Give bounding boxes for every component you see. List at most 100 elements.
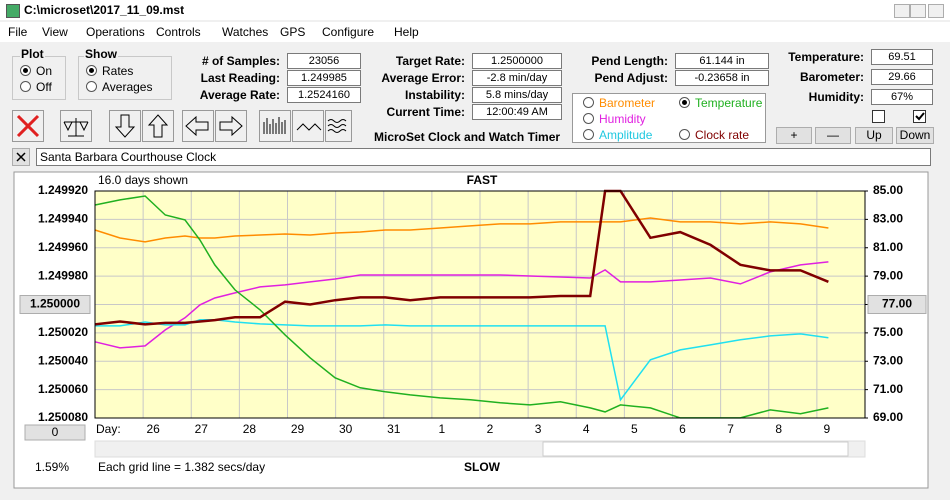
menu-item[interactable]: Controls — [156, 25, 201, 39]
y-tick-button[interactable] — [19, 295, 91, 314]
bars-button[interactable] — [259, 110, 291, 142]
annotation: 16.0 days shown — [98, 173, 188, 187]
menu-item[interactable]: Operations — [86, 25, 145, 39]
radio-label: Barometer — [599, 96, 656, 110]
menu-item[interactable]: Configure — [322, 25, 375, 39]
toolbar — [12, 110, 352, 142]
y2-tick-label: 85.00 — [873, 183, 903, 197]
clear-button[interactable] — [12, 148, 30, 166]
y-tick-label: 1.250080 — [38, 410, 88, 424]
menu-bar: File View Operations Controls Watches GPS Conf… — [0, 22, 950, 42]
radio[interactable]: Barometer — [583, 96, 655, 110]
radio-label: Clock rate — [695, 128, 750, 142]
checkbox[interactable] — [872, 110, 885, 123]
note: Each grid line = 1.382 secs/day — [98, 460, 265, 474]
menu-item[interactable]: File — [8, 25, 28, 39]
x-tick-label: 4 — [583, 422, 590, 436]
radio[interactable]: Off — [20, 80, 52, 94]
field-label: Humidity: — [808, 90, 864, 104]
field-label: Pend Length: — [591, 54, 668, 68]
checkbox[interactable] — [913, 110, 926, 123]
radio[interactable]: Rates — [86, 64, 133, 78]
delete-button[interactable] — [12, 110, 44, 142]
y-tick-label: 1.249940 — [38, 212, 88, 226]
x-tick-label: 27 — [195, 422, 209, 436]
series-line — [94, 261, 829, 349]
minimize[interactable] — [894, 4, 910, 18]
field-label: Target Rate: — [395, 54, 465, 68]
x-tick-label: 26 — [146, 422, 160, 436]
x-tick-label: 30 — [339, 422, 353, 436]
button[interactable]: Down — [896, 127, 934, 144]
field-label: Barometer: — [799, 70, 864, 84]
y-tick-label: 1.249920 — [38, 183, 88, 197]
x-tick-label: 9 — [824, 422, 831, 436]
close[interactable] — [928, 4, 944, 18]
multi-button[interactable] — [325, 110, 352, 142]
menu-item[interactable]: Help — [394, 25, 419, 39]
y-tick-label: 1.249960 — [38, 240, 88, 254]
series-selector — [572, 93, 766, 143]
clock-name-input[interactable]: Santa Barbara Courthouse Clock — [36, 148, 931, 166]
y2-tick-label: 79.00 — [873, 268, 903, 282]
radio-label: Humidity — [599, 112, 646, 126]
x-tick-label: 8 — [775, 422, 782, 436]
wave-button[interactable] — [292, 110, 324, 142]
field-value: 1.2524160 — [287, 87, 361, 103]
x-tick-label: 3 — [535, 422, 542, 436]
plot-border — [94, 190, 866, 419]
x-axis-label: Day: — [96, 422, 121, 436]
field-value: 12:00:49 AM — [472, 104, 562, 120]
field-value: 67% — [871, 89, 933, 105]
offset-button[interactable] — [24, 424, 86, 441]
field-value: 69.51 — [871, 49, 933, 65]
menu-item[interactable]: Watches — [222, 25, 269, 39]
radio-label: Amplitude — [599, 128, 653, 142]
field-value: 5.8 mins/day — [472, 87, 562, 103]
down-button[interactable] — [109, 110, 141, 142]
field-value: 61.144 in — [675, 53, 769, 69]
y-tick-label: 1.250000 — [30, 297, 80, 311]
field-label: Average Rate: — [199, 88, 280, 102]
field-value: -2.8 min/day — [472, 70, 562, 86]
radio[interactable]: Humidity — [583, 112, 646, 126]
button[interactable]: — — [815, 127, 851, 144]
radio-label: Off — [36, 80, 52, 94]
scrollbar-thumb[interactable] — [542, 441, 849, 457]
up-button[interactable] — [142, 110, 174, 142]
field-label: Pend Adjust: — [594, 71, 668, 85]
window-title: C:\microset\2017_11_09.mst — [24, 3, 185, 17]
radio[interactable]: Averages — [86, 80, 152, 94]
bottom-label: SLOW — [464, 460, 501, 474]
radio[interactable]: Clock rate — [679, 128, 749, 142]
maximize[interactable] — [910, 4, 926, 18]
series-line — [94, 189, 829, 326]
radio[interactable]: Amplitude — [583, 128, 652, 142]
radio[interactable]: Temperature — [679, 96, 762, 110]
button[interactable]: Up — [855, 127, 893, 144]
field-value: -0.23658 in — [675, 70, 769, 86]
offset-button-label: 0 — [52, 425, 59, 439]
x-tick-label: 31 — [387, 422, 401, 436]
x-tick-label: 28 — [243, 422, 257, 436]
y2-tick-button[interactable] — [867, 295, 927, 314]
menu-item[interactable]: GPS — [280, 25, 306, 39]
right-button[interactable] — [215, 110, 247, 142]
radio[interactable]: On — [20, 64, 52, 78]
field-label: Average Error: — [381, 71, 465, 85]
menu-item[interactable]: View — [42, 25, 68, 39]
percent: 1.59% — [35, 460, 69, 474]
y2-tick-label: 75.00 — [873, 325, 903, 339]
field-label: # of Samples: — [201, 54, 280, 68]
field-value: 1.2500000 — [472, 53, 562, 69]
field-label: Temperature: — [788, 50, 864, 64]
y-tick-label: 1.250060 — [38, 382, 88, 396]
left-button[interactable] — [182, 110, 214, 142]
y2-tick-label: 73.00 — [873, 353, 903, 367]
field-value: 23056 — [287, 53, 361, 69]
y-tick-label: 1.250020 — [38, 325, 88, 339]
y2-tick-label: 69.00 — [873, 410, 903, 424]
button[interactable]: + — [776, 127, 812, 144]
balance-button[interactable] — [60, 110, 92, 142]
